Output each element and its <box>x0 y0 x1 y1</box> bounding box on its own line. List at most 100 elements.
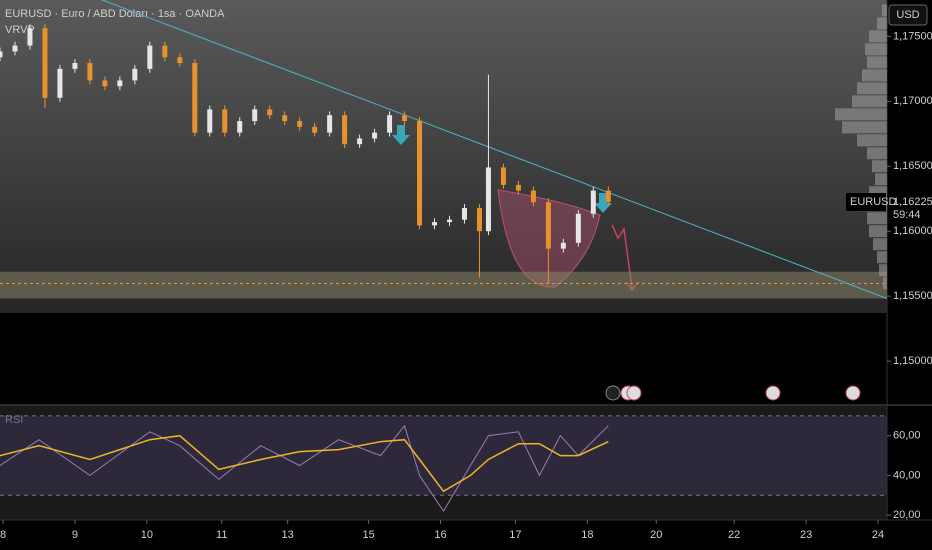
volume-bar <box>879 264 887 277</box>
candle-body <box>432 222 438 226</box>
trendline <box>101 0 888 299</box>
candle-body <box>102 80 108 87</box>
candle-body <box>27 28 33 46</box>
candle-body <box>312 126 318 133</box>
volume-bar <box>857 82 887 95</box>
pane-background <box>0 313 887 404</box>
currency[interactable]: USD <box>896 9 919 21</box>
candle-body <box>357 138 363 145</box>
x-tick-label: 10 <box>141 529 153 541</box>
candle-body <box>515 184 521 191</box>
x-tick-label: 8 <box>0 529 6 541</box>
candle-body <box>237 121 243 133</box>
candle-body <box>530 190 536 203</box>
y-tick-label: 1,15500 <box>893 290 932 302</box>
volume-bar <box>835 108 887 121</box>
volume-bar <box>872 160 887 173</box>
candle-body <box>57 68 63 98</box>
candle-body <box>192 63 198 133</box>
volume-bar <box>877 17 887 30</box>
candle-body <box>267 109 273 116</box>
candle-body <box>177 57 183 64</box>
candle-body <box>500 167 506 185</box>
volume-bar <box>862 69 887 82</box>
x-tick-label: 13 <box>282 529 294 541</box>
x-tick-label: 18 <box>581 529 593 541</box>
candle-body <box>42 28 48 98</box>
x-tick-label: 23 <box>800 529 812 541</box>
candle-body <box>560 242 566 249</box>
event-icons <box>605 385 861 401</box>
zone <box>0 271 887 299</box>
candle-body <box>147 45 153 69</box>
candle-body <box>342 115 348 145</box>
candle-body <box>417 121 423 226</box>
x-tick-label: 24 <box>872 529 884 541</box>
volume-bar <box>867 147 887 160</box>
x-tick-label: 11 <box>216 529 227 541</box>
candle-body <box>545 202 551 249</box>
projection <box>611 224 633 289</box>
volume-bar <box>869 30 887 43</box>
x-tick-label: 16 <box>434 529 446 541</box>
candle-body <box>297 121 303 127</box>
candle-body <box>372 132 378 139</box>
candle-body <box>207 109 213 133</box>
candle-body <box>387 115 393 133</box>
marker-arrow <box>392 125 410 145</box>
candle-body <box>252 109 258 122</box>
volume-bar <box>873 238 887 251</box>
volume-bar <box>852 95 887 108</box>
candle-body <box>12 45 18 52</box>
x-tick-label: 20 <box>650 529 662 541</box>
candle-body <box>402 115 408 122</box>
y-tick-label: 1,15000 <box>893 355 932 367</box>
candle-body <box>87 63 93 81</box>
volume-bar <box>883 277 887 290</box>
y-tick-label: 1,17500 <box>893 30 932 42</box>
candle-body <box>282 115 288 122</box>
y-tick-label: 60,00 <box>893 430 921 442</box>
candle-body <box>446 219 452 223</box>
candle-body <box>117 80 123 87</box>
marker-arrow <box>594 193 612 213</box>
candle-body <box>590 190 596 214</box>
countdown: 59:44 <box>893 209 921 221</box>
candle-body <box>327 115 333 133</box>
title: EURUSD · Euro / ABD Doları · 1sa · OANDA <box>5 8 225 20</box>
indicator-label: VRVP <box>5 24 35 36</box>
x-tick-label: 9 <box>72 529 78 541</box>
symbol-tag <box>846 193 886 211</box>
rsi-line <box>0 434 609 493</box>
x-tick-label: 15 <box>362 529 374 541</box>
y-tick-label: 1,16000 <box>893 225 932 237</box>
rsi-band <box>0 415 887 496</box>
candle-body <box>0 51 3 58</box>
pane-background <box>0 0 887 313</box>
volume-bar <box>882 4 887 17</box>
y-tick-label: 20,00 <box>893 509 921 521</box>
y-tick-label: 1,17000 <box>893 95 932 107</box>
price-tag <box>889 193 932 223</box>
volume-bar <box>865 43 887 56</box>
volume-bar <box>842 121 887 134</box>
y-tick-label: 1,16500 <box>893 160 932 172</box>
x-tick-label: 17 <box>509 529 521 541</box>
candle-body <box>132 68 138 81</box>
volume-bar <box>875 173 887 186</box>
last-price: 1,16225 <box>893 196 932 208</box>
volume-bar <box>869 186 887 199</box>
currency-button[interactable] <box>888 4 928 26</box>
candle-body <box>162 45 168 58</box>
volume-bar <box>869 225 887 238</box>
candle-body <box>575 213 581 243</box>
volume-bar <box>867 212 887 225</box>
volume-bar <box>857 134 887 147</box>
volume-bar <box>867 56 887 69</box>
y-tick-label: 40,00 <box>893 469 921 481</box>
candle-body <box>461 207 467 220</box>
symbol: EURUSD <box>850 196 897 208</box>
candle-body <box>605 190 611 202</box>
x-tick-label: 22 <box>728 529 740 541</box>
